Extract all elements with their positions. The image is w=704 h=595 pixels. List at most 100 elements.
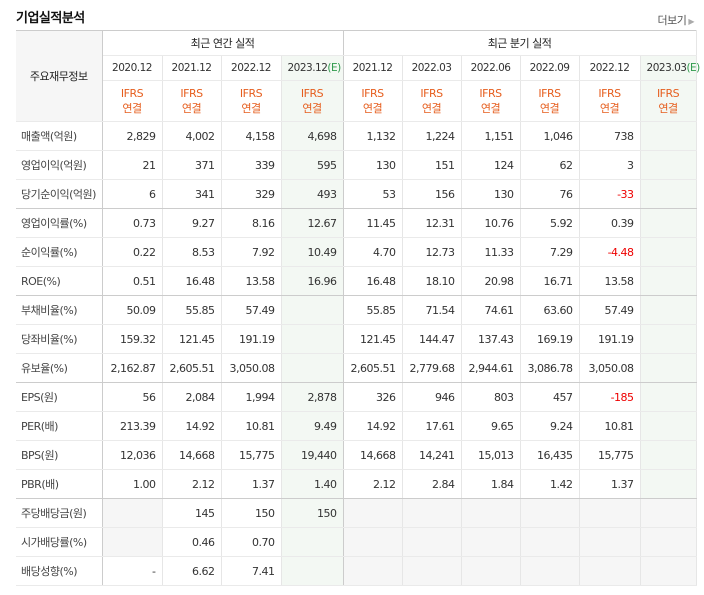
- value-cell: -4.48: [579, 237, 641, 267]
- value-cell: 0.46: [162, 527, 222, 557]
- value-cell: [402, 498, 462, 528]
- standard-consolidated: 연결: [539, 102, 560, 115]
- table-row: 부채비율(%) 50.09 55.85 57.49 55.85 71.54 74.61 63.…: [16, 295, 697, 325]
- value-cell: 10.76: [461, 208, 521, 238]
- value-cell: 191.19: [221, 324, 282, 354]
- value-cell: [281, 556, 344, 586]
- accounting-standard: IFRS 연결: [402, 80, 462, 122]
- value-cell: 14.92: [343, 411, 403, 441]
- value-cell: [640, 208, 697, 238]
- value-cell: 1.40: [281, 469, 344, 499]
- period-date: 2023.03: [646, 62, 687, 74]
- value-cell: 9.65: [461, 411, 521, 441]
- value-cell: 19,440: [281, 440, 344, 470]
- value-cell: 4,698: [281, 121, 344, 151]
- value-cell: 62: [520, 150, 580, 180]
- value-cell: 6.62: [162, 556, 222, 586]
- table-row: PER(배) 213.39 14.92 10.81 9.49 14.92 17.61 9.65…: [16, 411, 697, 441]
- value-cell: 457: [520, 382, 580, 412]
- value-cell: [640, 440, 697, 470]
- value-cell: 3,086.78: [520, 353, 580, 383]
- value-cell: [281, 353, 344, 383]
- more-label: 더보기: [657, 14, 687, 27]
- value-cell: 2,605.51: [343, 353, 403, 383]
- row-label: 영업이익률(%): [16, 208, 103, 238]
- value-cell: 4,158: [221, 121, 282, 151]
- value-cell: 57.49: [221, 295, 282, 325]
- value-cell: 2.12: [162, 469, 222, 499]
- standard-consolidated: 연결: [599, 102, 620, 115]
- value-cell: 1,132: [343, 121, 403, 151]
- period-header: 2021.12: [162, 55, 222, 81]
- value-cell: 130: [461, 179, 521, 209]
- value-cell: [640, 266, 697, 296]
- value-cell: 803: [461, 382, 521, 412]
- value-cell: 1.42: [520, 469, 580, 499]
- value-cell: 130: [343, 150, 403, 180]
- row-label: 순이익률(%): [16, 237, 103, 267]
- more-link[interactable]: 더보기 ▶: [657, 12, 694, 28]
- value-cell: 0.70: [221, 527, 282, 557]
- value-cell: 1.00: [102, 469, 163, 499]
- table-row: BPS(원) 12,036 14,668 15,775 19,440 14,668 14,2…: [16, 440, 697, 470]
- standard-consolidated: 연결: [302, 102, 322, 115]
- value-cell: 16,435: [520, 440, 580, 470]
- accounting-standard: IFRS 연결: [579, 80, 641, 122]
- value-cell: 339: [221, 150, 282, 180]
- accounting-standard: IFRS 연결: [162, 80, 222, 122]
- period-header: 2020.12: [102, 55, 163, 81]
- value-cell: 151: [402, 150, 462, 180]
- value-cell: 13.58: [579, 266, 641, 296]
- value-cell: 10.49: [281, 237, 344, 267]
- value-cell: 1,994: [221, 382, 282, 412]
- value-cell: [640, 411, 697, 441]
- value-cell: 595: [281, 150, 344, 180]
- period-date: 2023.12: [287, 62, 328, 74]
- value-cell: 2,779.68: [402, 353, 462, 383]
- value-cell: 16.48: [343, 266, 403, 296]
- standard-ifrs: IFRS: [538, 87, 561, 100]
- accounting-standard: IFRS 연결: [461, 80, 521, 122]
- table-row: 순이익률(%) 0.22 8.53 7.92 10.49 4.70 12.73 11.33 7.…: [16, 237, 697, 267]
- value-cell: [102, 527, 163, 557]
- value-cell: 15,013: [461, 440, 521, 470]
- value-cell: [343, 556, 403, 586]
- value-cell: [579, 498, 641, 528]
- value-cell: 145: [162, 498, 222, 528]
- value-cell: 738: [579, 121, 641, 151]
- value-cell: -: [102, 556, 163, 586]
- value-cell: 8.53: [162, 237, 222, 267]
- value-cell: 191.19: [579, 324, 641, 354]
- period-date: 2022.03: [411, 62, 452, 74]
- value-cell: 16.71: [520, 266, 580, 296]
- value-cell: 2.12: [343, 469, 403, 499]
- value-cell: 7.92: [221, 237, 282, 267]
- value-cell: 57.49: [579, 295, 641, 325]
- standard-consolidated: 연결: [241, 102, 261, 115]
- value-cell: 14,241: [402, 440, 462, 470]
- value-cell: 169.19: [520, 324, 580, 354]
- row-label: 주당배당금(원): [16, 498, 103, 528]
- value-cell: 371: [162, 150, 222, 180]
- value-cell: [640, 237, 697, 267]
- standard-ifrs: IFRS: [180, 87, 203, 100]
- row-label: 당좌비율(%): [16, 324, 103, 354]
- standard-ifrs: IFRS: [239, 87, 263, 100]
- value-cell: [461, 498, 521, 528]
- value-cell: [520, 527, 580, 557]
- value-cell: 63.60: [520, 295, 580, 325]
- value-cell: [102, 498, 163, 528]
- value-cell: 159.32: [102, 324, 163, 354]
- row-label: PBR(배): [16, 469, 103, 499]
- standard-ifrs: IFRS: [420, 87, 443, 100]
- value-cell: [402, 556, 462, 586]
- value-cell: 1.84: [461, 469, 521, 499]
- period-date: 2021.12: [352, 62, 393, 74]
- value-cell: 3: [579, 150, 641, 180]
- accounting-standard: IFRS 연결: [520, 80, 580, 122]
- value-cell: 1.37: [579, 469, 641, 499]
- value-cell: 2,605.51: [162, 353, 222, 383]
- standard-consolidated: 연결: [362, 102, 383, 115]
- period-date: 2020.12: [112, 62, 152, 74]
- value-cell: 21: [102, 150, 163, 180]
